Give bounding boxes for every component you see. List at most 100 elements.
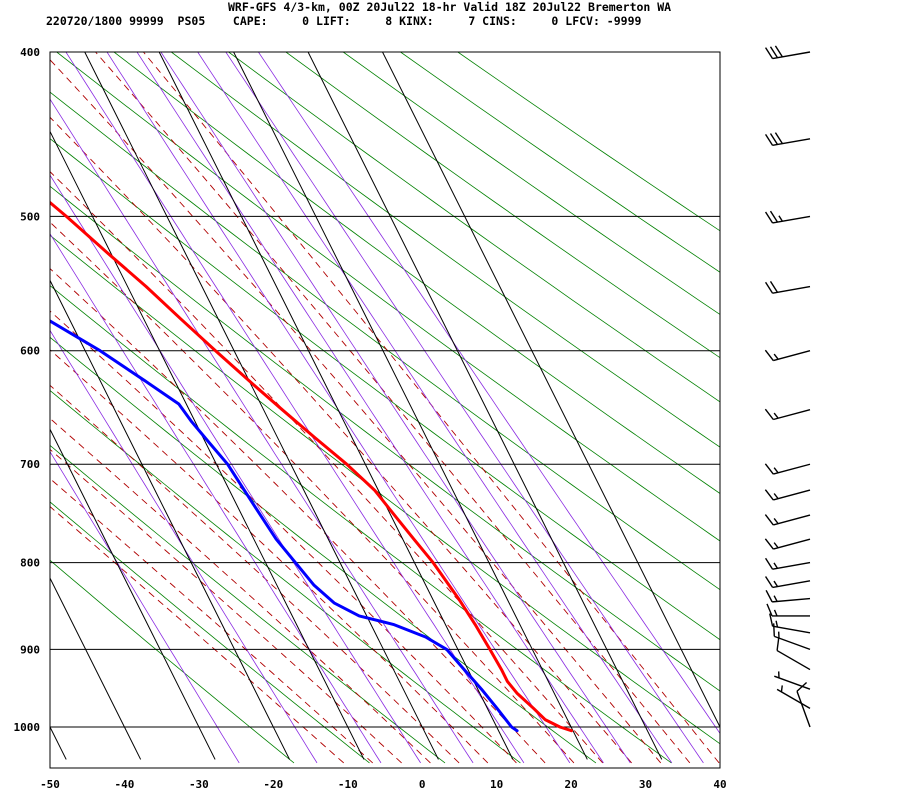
barb-flag <box>764 211 774 224</box>
x-tick-label: -50 <box>40 778 60 791</box>
dewpoint-trace <box>50 319 519 733</box>
isotherm-line <box>50 279 290 760</box>
dry-adiabat <box>50 559 295 764</box>
y-tick-label: 400 <box>20 46 40 59</box>
mixing-ratio-line <box>136 52 604 764</box>
dry-adiabat <box>170 52 720 448</box>
moist-adiabat <box>50 116 632 764</box>
axis-labels: 400 500 600 700 800 900 1000 -50 -40 -30 -20 -10 0 10… <box>14 46 727 791</box>
isotherm-line <box>50 428 216 760</box>
barb-staff <box>772 580 811 589</box>
barb-staff <box>776 688 811 709</box>
wind-barb <box>776 685 811 709</box>
isotherm-isobar-grid <box>50 52 720 760</box>
dry-adiabat <box>50 389 521 764</box>
sounding-traces <box>50 200 573 733</box>
moist-adiabat <box>50 349 489 764</box>
barb-staff <box>774 635 811 651</box>
x-tick-label: -30 <box>189 778 209 791</box>
chart-title: WRF-GFS 4/3-km, 00Z 20Jul22 18-hr Valid … <box>228 0 672 14</box>
wind-barb <box>774 671 811 690</box>
barb-staff <box>772 285 811 294</box>
barb-staff <box>773 489 811 501</box>
moist-adiabat <box>50 477 374 764</box>
dry-adiabat <box>113 52 720 495</box>
barb-half-flag <box>773 353 779 360</box>
mixing-ratio-line <box>50 329 318 764</box>
x-tick-label: -10 <box>338 778 358 791</box>
barb-flag <box>764 557 774 570</box>
wind-barb <box>764 408 811 421</box>
y-tick-label: 600 <box>20 345 40 358</box>
barb-half-flag <box>773 609 778 617</box>
dry-adiabat <box>56 52 720 542</box>
isotherm-line <box>381 52 720 729</box>
barb-staff <box>772 138 811 147</box>
mixing-ratio-line <box>106 52 571 764</box>
moist-adiabat <box>50 267 546 764</box>
barb-half-flag <box>773 562 779 569</box>
mixing-ratio-line <box>50 232 382 764</box>
moist-adiabat <box>50 448 402 764</box>
moist-adiabat <box>50 417 431 764</box>
barb-flag <box>764 538 774 550</box>
mixing-ratio-line <box>50 98 474 764</box>
wind-barb <box>764 576 811 589</box>
wind-barb <box>766 603 810 617</box>
wind-barb <box>764 463 811 475</box>
barb-flag <box>769 280 779 293</box>
moist-adiabat <box>50 384 460 764</box>
wind-barb <box>764 557 811 570</box>
barb-staff <box>772 597 811 603</box>
dry-adiabat <box>457 52 720 232</box>
barb-flag <box>776 637 780 651</box>
mixing-ratio-line <box>50 174 421 764</box>
mixing-ratio-line <box>225 52 704 764</box>
y-tick-label: 800 <box>20 557 40 570</box>
y-tick-label: 1000 <box>14 721 41 734</box>
x-tick-label: 20 <box>564 778 577 791</box>
wind-barb <box>764 210 811 224</box>
wind-barb <box>765 590 811 603</box>
barb-flag <box>766 603 773 617</box>
barb-half-flag <box>778 215 784 222</box>
sounding-stats: 220720/1800 99999 PS05 CAPE: 0 LIFT: 8 K… <box>46 14 642 28</box>
barb-staff <box>776 649 811 671</box>
mixing-ratio-line <box>197 52 673 764</box>
isotherm-line <box>158 52 514 760</box>
barb-flag <box>764 408 774 420</box>
moist-adiabat <box>50 310 517 764</box>
moist-adiabat <box>94 52 691 764</box>
barb-flag <box>765 590 773 603</box>
dry-adiabat <box>50 501 370 764</box>
moist-adiabat <box>142 52 720 764</box>
mixing-ratio-line <box>50 450 240 764</box>
x-tick-label: 30 <box>639 778 652 791</box>
moist-adiabat <box>50 221 575 764</box>
background-lines <box>50 52 720 764</box>
wind-barb <box>764 45 811 60</box>
dry-adiabat <box>342 52 720 315</box>
barb-staff <box>774 675 811 690</box>
temperature-trace <box>50 200 573 733</box>
wind-barb <box>772 623 811 651</box>
barb-staff <box>773 538 811 550</box>
isotherm-line <box>50 130 365 760</box>
barb-flag <box>764 134 774 146</box>
barb-flag <box>764 47 774 59</box>
barb-staff <box>773 350 811 362</box>
isotherm-line <box>233 52 588 760</box>
barb-staff <box>772 215 811 224</box>
barb-flag <box>769 210 779 223</box>
moist-adiabat <box>50 505 344 764</box>
mixing-ratio-line <box>160 52 631 764</box>
barb-half-flag <box>780 685 783 692</box>
dry-adiabat <box>50 444 446 764</box>
barb-flag <box>769 133 779 145</box>
moist-adiabat <box>50 59 662 764</box>
x-tick-label: 0 <box>419 778 426 791</box>
isotherm-line <box>50 576 142 760</box>
barb-staff <box>772 561 811 570</box>
barb-half-flag <box>773 595 778 602</box>
